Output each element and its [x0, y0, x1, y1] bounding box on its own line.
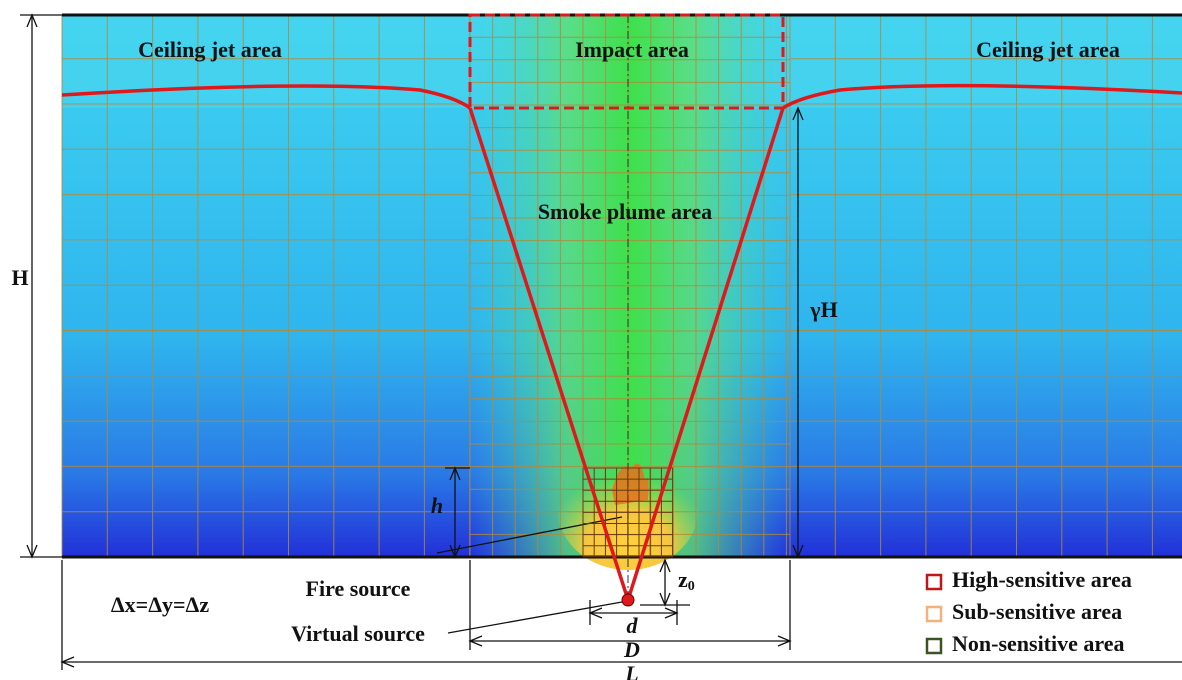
- dimension-label: γH: [809, 297, 837, 322]
- region-label: Impact area: [575, 37, 689, 62]
- legend-label: Sub-sensitive area: [952, 599, 1122, 624]
- dimension-label: d: [627, 613, 639, 638]
- dimension-label: L: [624, 661, 638, 680]
- legend-swatch: [927, 607, 941, 621]
- dimension-label: H: [11, 265, 28, 290]
- z-subscript: 0: [688, 579, 695, 594]
- region-label: Ceiling jet area: [138, 37, 282, 62]
- dimension-label: D: [623, 637, 640, 662]
- legend-swatch: [927, 639, 941, 653]
- region-label: Smoke plume area: [538, 199, 712, 224]
- dimension-label: h: [431, 493, 443, 518]
- dimension-label: z0: [678, 567, 695, 594]
- diagram: Ceiling jet area Impact area Ceiling jet…: [0, 0, 1182, 680]
- annotation: Fire source: [306, 576, 411, 601]
- annotation: Virtual source: [291, 621, 425, 646]
- annotation: Δx=Δy=Δz: [111, 592, 209, 617]
- region-label: Ceiling jet area: [976, 37, 1120, 62]
- legend-label: Non-sensitive area: [952, 631, 1125, 656]
- legend: High-sensitive area Sub-sensitive area Non…: [927, 567, 1132, 656]
- legend-swatch: [927, 575, 941, 589]
- virtual-source-point: [622, 594, 634, 606]
- legend-label: High-sensitive area: [952, 567, 1132, 592]
- z-symbol: z: [678, 567, 688, 592]
